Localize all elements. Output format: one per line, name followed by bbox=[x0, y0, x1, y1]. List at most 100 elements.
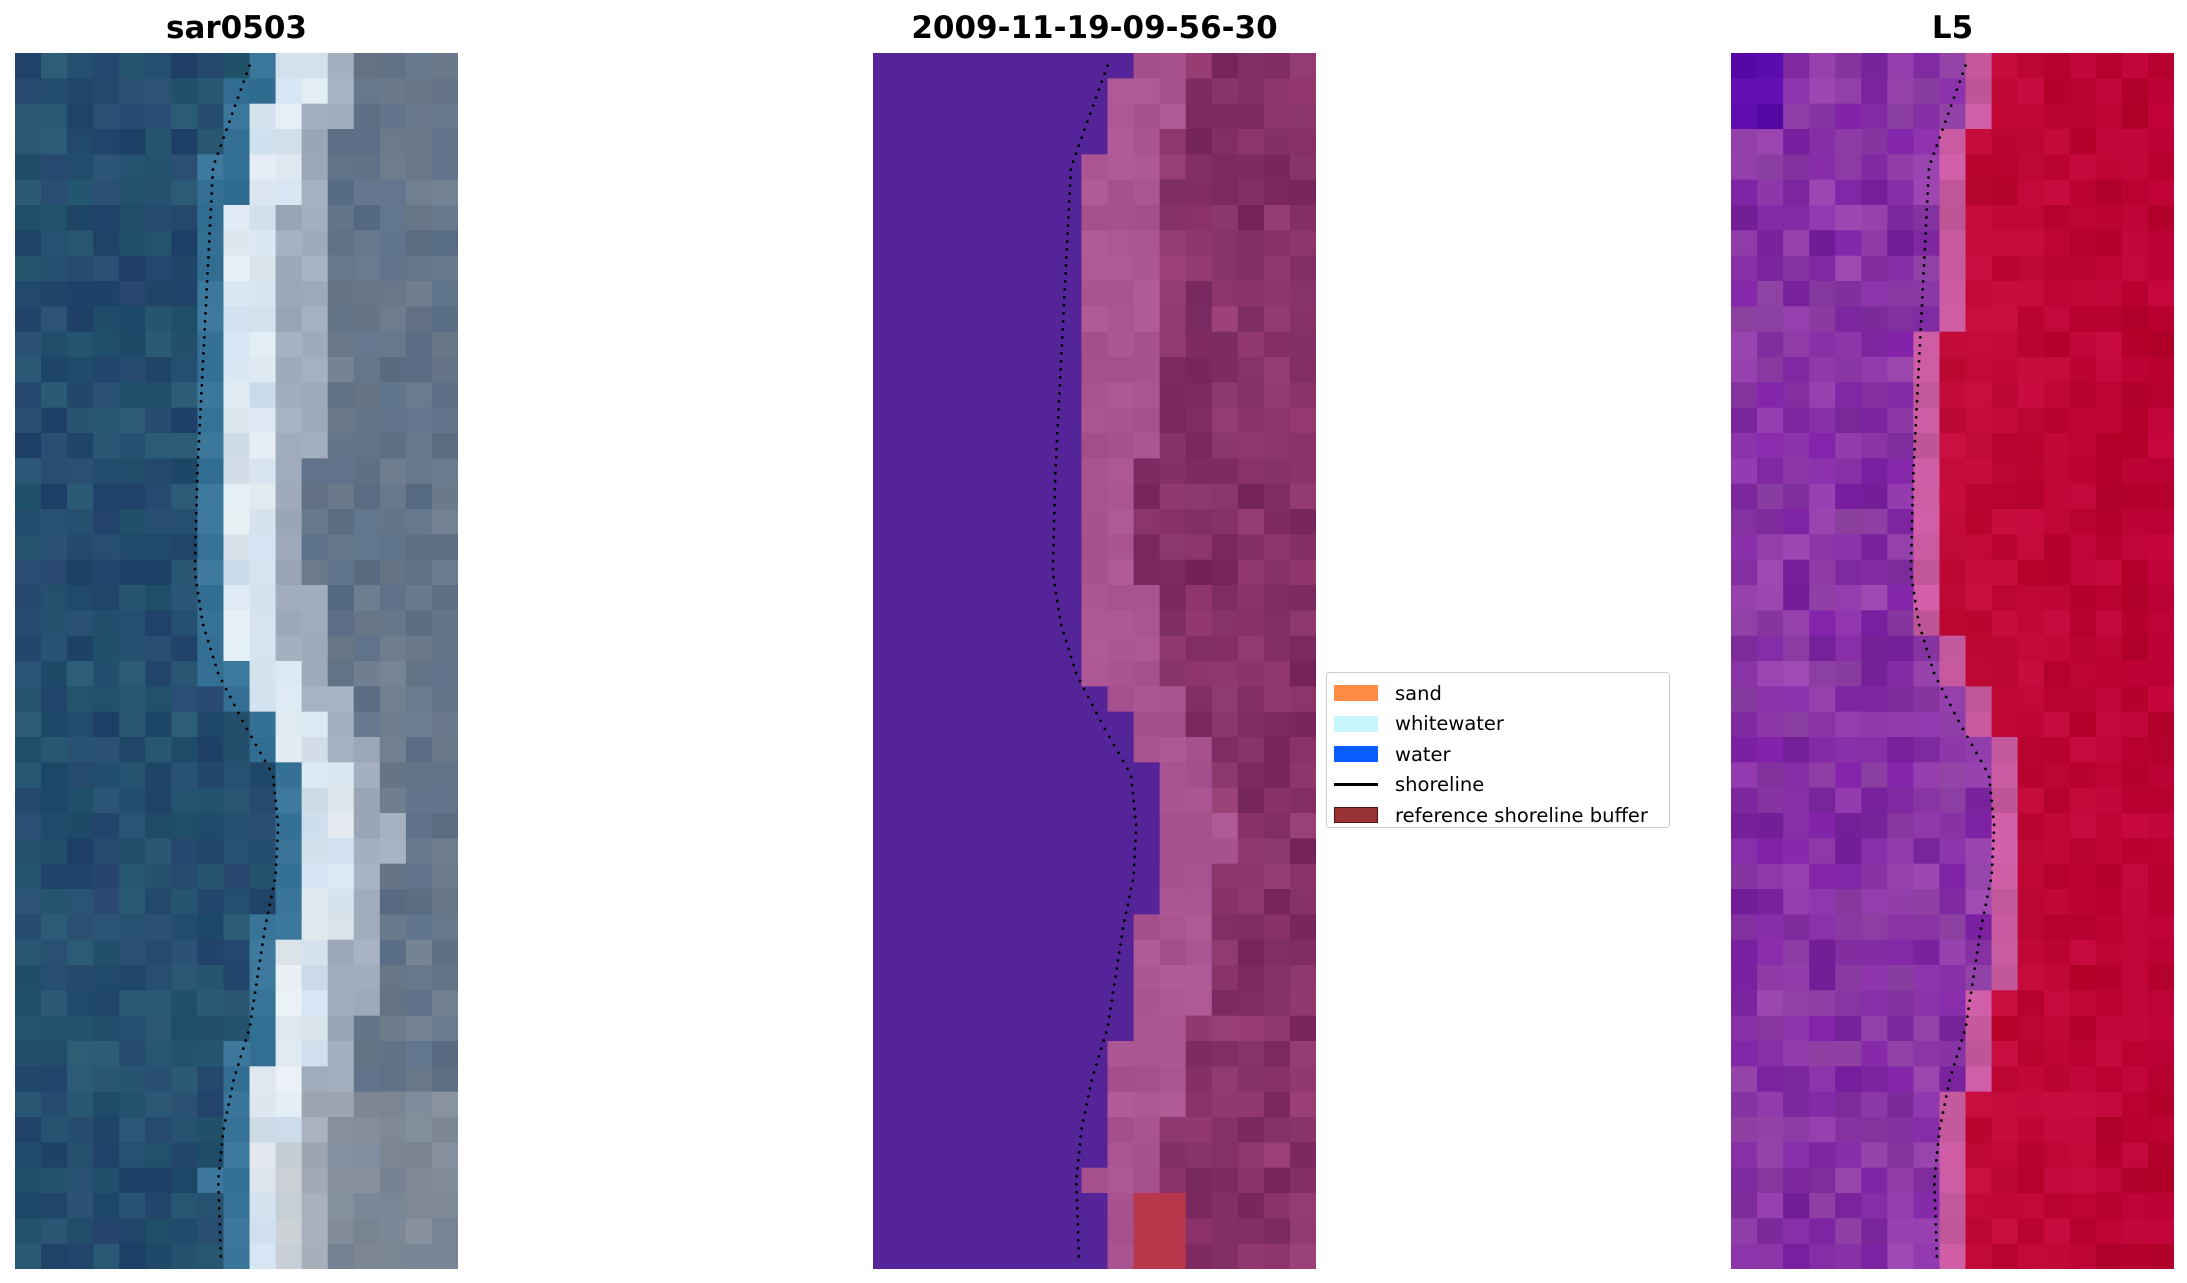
shoreline-point bbox=[1129, 775, 1133, 779]
classification-pixel bbox=[899, 787, 926, 814]
classification-pixel bbox=[1159, 53, 1187, 79]
rgb-pixel bbox=[15, 661, 42, 687]
index-pixel bbox=[1809, 205, 1836, 231]
classification-pixel bbox=[1003, 1243, 1030, 1269]
index-pixel bbox=[2069, 585, 2097, 611]
index-pixel bbox=[1965, 1015, 1993, 1042]
index-pixel bbox=[1757, 1015, 1784, 1042]
rgb-pixel bbox=[145, 1041, 172, 1067]
index-pixel bbox=[2147, 1218, 2174, 1245]
rgb-pixel bbox=[93, 230, 120, 257]
shoreline-point bbox=[1990, 799, 1994, 803]
rgb-pixel bbox=[171, 1167, 199, 1194]
rgb-pixel bbox=[67, 939, 94, 966]
shoreline-point bbox=[1916, 615, 1920, 619]
classification-pixel bbox=[925, 1243, 952, 1269]
classification-pixel bbox=[1185, 1091, 1213, 1118]
rgb-pixel bbox=[301, 357, 329, 383]
index-pixel bbox=[1965, 737, 1993, 763]
shoreline-point bbox=[211, 176, 214, 179]
shoreline-point bbox=[1058, 383, 1062, 387]
classification-pixel bbox=[1159, 1117, 1187, 1143]
index-pixel bbox=[1965, 458, 1993, 485]
index-pixel bbox=[1913, 889, 1941, 915]
shoreline-point bbox=[227, 1103, 231, 1106]
shoreline-point bbox=[217, 1183, 220, 1186]
classification-pixel bbox=[1159, 1218, 1187, 1245]
classification-pixel bbox=[1289, 889, 1316, 915]
classification-pixel bbox=[925, 1167, 952, 1194]
shoreline-point bbox=[265, 919, 268, 923]
shoreline-point bbox=[218, 1238, 222, 1242]
index-pixel bbox=[2043, 483, 2071, 510]
classification-pixel bbox=[1263, 762, 1291, 789]
classification-pixel bbox=[951, 331, 978, 358]
shoreline-point bbox=[1923, 248, 1927, 251]
index-pixel bbox=[1887, 762, 1915, 789]
shoreline-point bbox=[1054, 591, 1058, 595]
index-pixel bbox=[1939, 914, 1967, 941]
index-pixel bbox=[2147, 990, 2174, 1017]
rgb-pixel bbox=[41, 78, 68, 105]
rgb-pixel bbox=[379, 661, 407, 687]
classification-pixel bbox=[899, 179, 926, 206]
index-pixel bbox=[1861, 635, 1888, 662]
shoreline-point bbox=[1957, 719, 1960, 723]
index-pixel bbox=[1991, 458, 2019, 485]
rgb-pixel bbox=[93, 1041, 120, 1067]
classification-pixel bbox=[951, 230, 978, 257]
rgb-pixel bbox=[67, 1218, 94, 1245]
index-pixel bbox=[1887, 1243, 1915, 1269]
classification-pixel bbox=[1081, 661, 1109, 687]
rgb-pixel bbox=[431, 559, 458, 586]
shoreline-point bbox=[1067, 216, 1070, 219]
classification-pixel bbox=[1263, 1218, 1291, 1245]
index-pixel bbox=[1913, 939, 1941, 966]
index-pixel bbox=[2147, 711, 2174, 738]
rgb-pixel bbox=[67, 585, 94, 611]
shoreline-point bbox=[1114, 975, 1117, 979]
rgb-pixel bbox=[431, 990, 458, 1017]
rgb-pixel bbox=[223, 458, 251, 485]
rgb-pixel bbox=[145, 787, 172, 814]
classification-pixel bbox=[899, 838, 926, 865]
classification-pixel bbox=[873, 53, 900, 79]
index-pixel bbox=[1835, 103, 1862, 130]
rgb-pixel bbox=[353, 863, 381, 890]
rgb-pixel bbox=[145, 1066, 172, 1093]
index-pixel bbox=[2121, 813, 2149, 839]
index-pixel bbox=[2121, 154, 2149, 181]
shoreline-point bbox=[1079, 1135, 1083, 1138]
index-pixel bbox=[2017, 1243, 2045, 1269]
rgb-pixel bbox=[379, 1167, 407, 1194]
classification-pixel bbox=[873, 281, 900, 307]
index-pixel bbox=[2147, 179, 2174, 206]
classification-pixel bbox=[1081, 610, 1109, 637]
classification-pixel bbox=[1029, 483, 1057, 510]
rgb-pixel bbox=[431, 509, 458, 535]
classification-pixel bbox=[977, 559, 1004, 586]
index-pixel bbox=[1809, 103, 1836, 130]
rgb-pixel bbox=[93, 914, 120, 941]
index-pixel bbox=[2147, 1193, 2174, 1219]
classification-pixel bbox=[1185, 737, 1213, 763]
classification-pixel bbox=[1211, 1243, 1239, 1269]
shoreline-point bbox=[1123, 919, 1126, 923]
rgb-pixel bbox=[145, 458, 172, 485]
shoreline-point bbox=[1913, 431, 1917, 435]
index-pixel bbox=[2095, 357, 2123, 383]
index-pixel bbox=[2121, 357, 2149, 383]
shoreline-point bbox=[219, 1246, 222, 1250]
classification-pixel bbox=[1055, 78, 1083, 105]
shoreline-point bbox=[1129, 887, 1133, 891]
classification-pixel bbox=[1289, 914, 1316, 941]
rgb-pixel bbox=[275, 711, 303, 738]
rgb-pixel bbox=[93, 787, 120, 814]
classification-pixel bbox=[951, 711, 978, 738]
rgb-pixel bbox=[41, 1117, 68, 1143]
classification-pixel bbox=[1237, 965, 1265, 991]
index-pixel bbox=[1861, 179, 1888, 206]
index-pixel bbox=[1835, 838, 1862, 865]
index-pixel bbox=[1913, 1091, 1941, 1118]
index-pixel bbox=[2095, 458, 2123, 485]
